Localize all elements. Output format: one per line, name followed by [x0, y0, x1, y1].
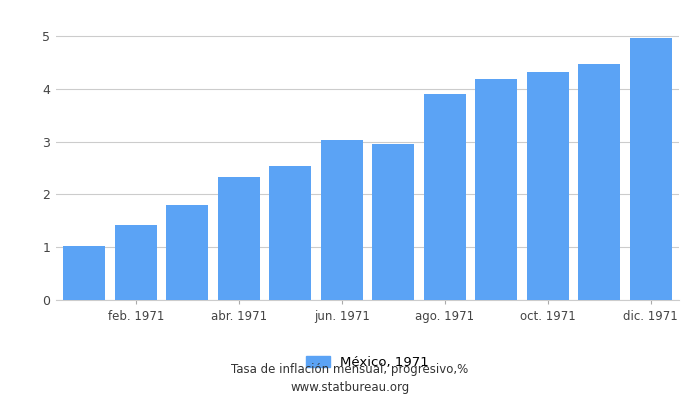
Bar	[115, 225, 157, 300]
Bar	[270, 166, 312, 300]
Bar	[372, 144, 414, 300]
Bar	[629, 38, 672, 300]
Bar	[63, 246, 106, 300]
Text: www.statbureau.org: www.statbureau.org	[290, 382, 410, 394]
Legend: México, 1971: México, 1971	[306, 356, 429, 368]
Bar	[166, 205, 209, 300]
Bar	[578, 64, 620, 300]
Bar	[526, 72, 569, 300]
Bar	[218, 177, 260, 300]
Bar	[475, 79, 517, 300]
Bar	[321, 140, 363, 300]
Bar	[424, 94, 466, 300]
Text: Tasa de inflación mensual, progresivo,%: Tasa de inflación mensual, progresivo,%	[232, 364, 468, 376]
